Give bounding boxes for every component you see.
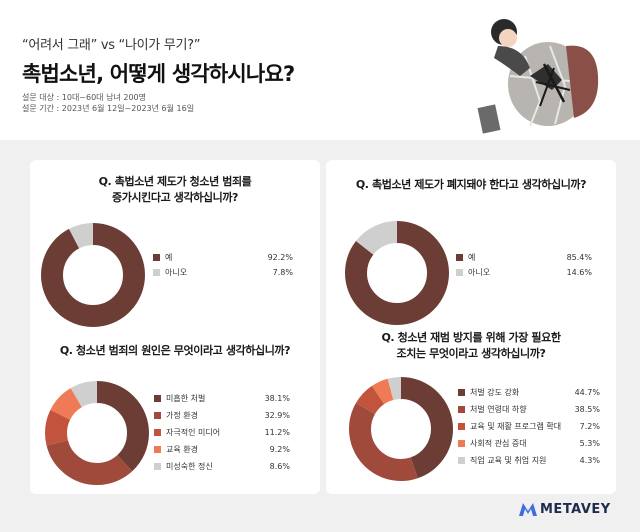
- legend-value: 92.2%: [267, 253, 293, 262]
- legend-label: 처벌 연령대 하향: [470, 405, 527, 414]
- legend-value: 7.8%: [272, 268, 293, 277]
- legend-value: 85.4%: [566, 253, 592, 262]
- legend-label: 사회적 관심 증대: [470, 439, 527, 448]
- legend-value: 38.1%: [264, 394, 290, 403]
- left-card: Q. 촉법소년 제도가 청소년 범죄를 증가시킨다고 생각하십니까? 예 92.2…: [30, 160, 320, 494]
- survey-target: 설문 대상 : 10대~60대 남녀 200명: [22, 93, 146, 102]
- q4-legend-item: 교육 및 재활 프로그램 확대 7.2%: [458, 421, 600, 432]
- legend-swatch: [153, 269, 160, 276]
- legend-value: 5.3%: [579, 439, 600, 448]
- legend-label: 아니오: [165, 268, 188, 277]
- q2-legend-item: 아니오 14.6%: [456, 267, 592, 278]
- survey-period: 설문 기간 : 2023년 6월 12일~2023년 6월 16일: [22, 104, 195, 113]
- crouching-teen-illustration: [477, 19, 599, 134]
- legend-swatch: [154, 429, 161, 436]
- legend-label: 예: [468, 253, 476, 262]
- q3-legend-item: 가정 환경 32.9%: [154, 410, 290, 421]
- legend-value: 14.6%: [566, 268, 592, 277]
- q2-legend-item: 예 85.4%: [456, 252, 592, 263]
- q2-donut-chart: [345, 221, 449, 325]
- legend-label: 자극적인 미디어: [166, 428, 221, 437]
- legend-label: 가정 환경: [166, 411, 198, 420]
- q2-title: Q. 촉법소년 제도가 폐지돼야 한다고 생각하십니까?: [326, 177, 616, 193]
- legend-swatch: [458, 457, 465, 464]
- q1-title: Q. 촉법소년 제도가 청소년 범죄를 증가시킨다고 생각하십니까?: [30, 174, 320, 206]
- legend-swatch: [154, 412, 161, 419]
- legend-value: 8.6%: [269, 462, 290, 471]
- q1-title-line2: 증가시킨다고 생각하십니까?: [111, 191, 239, 204]
- q4-title: Q. 청소년 재범 방지를 위해 가장 필요한 조치는 무엇이라고 생각하십니까…: [326, 330, 616, 362]
- legend-value: 4.3%: [579, 456, 600, 465]
- q3-legend-item: 미흡한 처벌 38.1%: [154, 393, 290, 404]
- q3-slice-5: [45, 381, 149, 485]
- legend-label: 미성숙한 정신: [166, 462, 213, 471]
- q2-title-line1: Q. 촉법소년 제도가 폐지돼야 한다고 생각하십니까?: [355, 178, 587, 191]
- legend-swatch: [458, 406, 465, 413]
- legend-swatch: [458, 440, 465, 447]
- legend-label: 아니오: [468, 268, 491, 277]
- header: “어려서 그래” vs “나이가 무기?” 촉법소년, 어떻게 생각하시나요? …: [0, 0, 640, 140]
- q1-title-line1: Q. 촉법소년 제도가 청소년 범죄를: [98, 175, 252, 188]
- legend-value: 44.7%: [574, 388, 600, 397]
- q4-slice-5: [349, 377, 453, 481]
- legend-swatch: [456, 254, 463, 261]
- right-card: Q. 촉법소년 제도가 폐지돼야 한다고 생각하십니까? 예 85.4% 아니오 14…: [326, 160, 616, 494]
- legend-label: 직업 교육 및 취업 지원: [470, 456, 547, 465]
- q4-donut-chart: [349, 377, 453, 481]
- legend-swatch: [456, 269, 463, 276]
- page-title: 촉법소년, 어떻게 생각하시나요?: [22, 62, 295, 86]
- q3-title: Q. 청소년 범죄의 원인은 무엇이라고 생각하십니까?: [30, 343, 320, 359]
- q3-slice-3: [45, 381, 149, 485]
- legend-label: 교육 환경: [166, 445, 198, 454]
- legend-label: 예: [165, 253, 173, 262]
- q4-legend-item: 처벌 강도 강화 44.7%: [458, 387, 600, 398]
- legend-label: 처벌 강도 강화: [470, 388, 520, 397]
- q2-slice-2: [345, 221, 449, 325]
- legend-value: 38.5%: [574, 405, 600, 414]
- legend-swatch: [458, 389, 465, 396]
- legend-swatch: [458, 423, 465, 430]
- brand-name: METAVEY: [540, 502, 611, 517]
- legend-label: 교육 및 재활 프로그램 확대: [470, 422, 562, 431]
- metavey-logo-icon: [519, 503, 537, 516]
- q4-legend-item: 사회적 관심 증대 5.3%: [458, 438, 600, 449]
- q4-legend-item: 직업 교육 및 취업 지원 4.3%: [458, 455, 600, 466]
- q3-legend-item: 교육 환경 9.2%: [154, 444, 290, 455]
- legend-value: 11.2%: [264, 428, 290, 437]
- q1-legend-item: 예 92.2%: [153, 252, 293, 263]
- q1-legend-item: 아니오 7.8%: [153, 267, 293, 278]
- q3-title-line1: Q. 청소년 범죄의 원인은 무엇이라고 생각하십니까?: [59, 344, 291, 357]
- q4-title-line1: Q. 청소년 재범 방지를 위해 가장 필요한: [381, 331, 561, 344]
- legend-swatch: [154, 446, 161, 453]
- q4-slice-2: [349, 377, 453, 481]
- q3-legend-item: 미성숙한 정신 8.6%: [154, 461, 290, 472]
- legend-value: 32.9%: [264, 411, 290, 420]
- legend-value: 7.2%: [579, 422, 600, 431]
- legend-label: 미흡한 처벌: [166, 394, 206, 403]
- q3-legend-item: 자극적인 미디어 11.2%: [154, 427, 290, 438]
- q1-donut-chart: [41, 223, 145, 327]
- q1-slice-2: [41, 223, 145, 327]
- q4-legend-item: 처벌 연령대 하향 38.5%: [458, 404, 600, 415]
- legend-swatch: [154, 463, 161, 470]
- q4-title-line2: 조치는 무엇이라고 생각하십니까?: [396, 347, 546, 360]
- legend-value: 9.2%: [269, 445, 290, 454]
- legend-swatch: [153, 254, 160, 261]
- legend-swatch: [154, 395, 161, 402]
- q3-donut-chart: [45, 381, 149, 485]
- q3-slice-2: [45, 381, 149, 485]
- header-subtitle: “어려서 그래” vs “나이가 무기?”: [22, 38, 201, 53]
- q1-slice-1: [41, 223, 145, 327]
